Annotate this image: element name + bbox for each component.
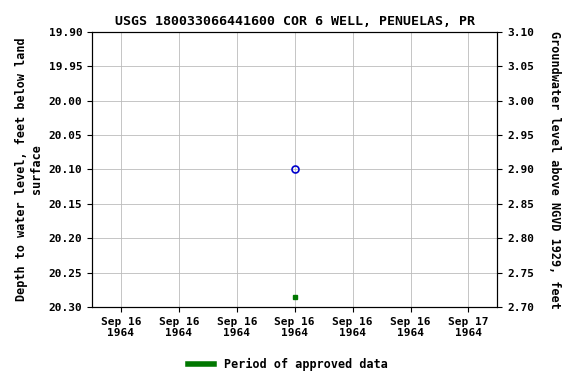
Title: USGS 180033066441600 COR 6 WELL, PENUELAS, PR: USGS 180033066441600 COR 6 WELL, PENUELA… xyxy=(115,15,475,28)
Y-axis label: Depth to water level, feet below land
surface: Depth to water level, feet below land su… xyxy=(15,38,43,301)
Y-axis label: Groundwater level above NGVD 1929, feet: Groundwater level above NGVD 1929, feet xyxy=(548,30,561,308)
Legend: Period of approved data: Period of approved data xyxy=(184,354,392,376)
